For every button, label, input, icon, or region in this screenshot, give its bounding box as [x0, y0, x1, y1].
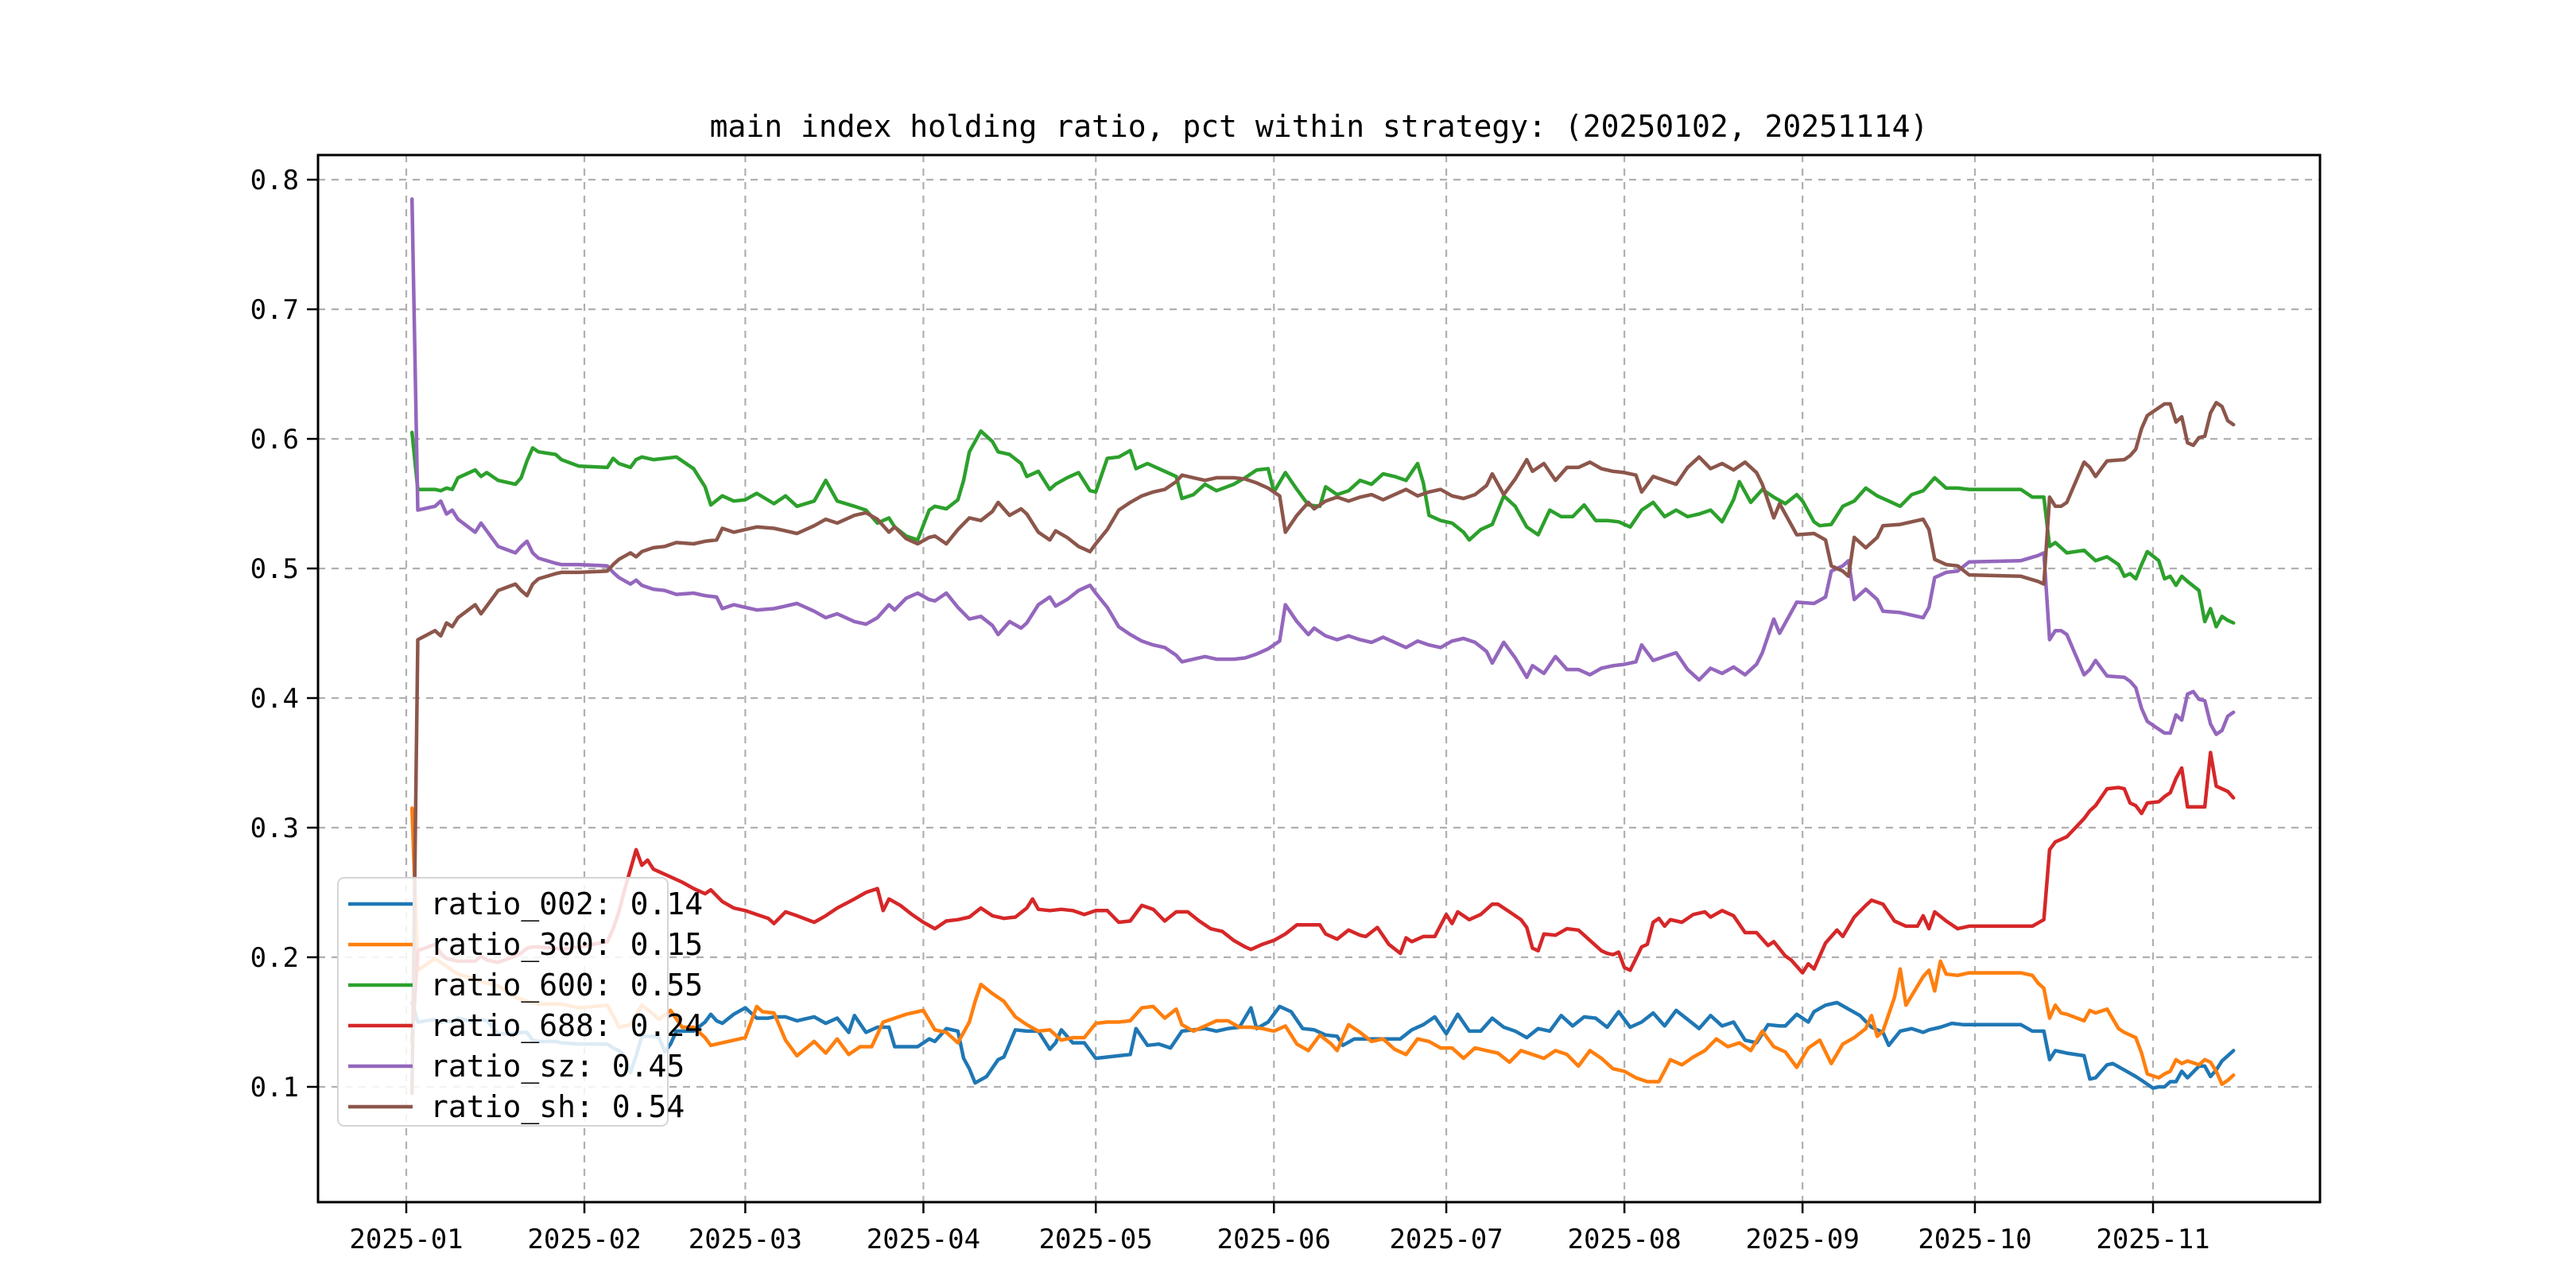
legend-label: ratio_sh: 0.54 — [430, 1089, 685, 1125]
y-tick-label: 0.1 — [250, 1072, 299, 1104]
legend-item-ratio_sh: ratio_sh: 0.54 — [348, 1089, 685, 1125]
legend-label: ratio_600: 0.55 — [430, 968, 703, 1003]
series-line-ratio_300 — [409, 806, 2236, 1086]
x-tick-label: 2025-09 — [1746, 1224, 1860, 1255]
y-tick-label: 0.3 — [250, 813, 299, 844]
y-tick-labels: 0.1 0.2 0.3 0.4 0.5 0.6 0.7 0.8 — [250, 165, 299, 1104]
chart-title: main index holding ratio, pct within str… — [710, 109, 1929, 144]
series-line-ratio_002 — [409, 1000, 2236, 1090]
legend-item-ratio_300: ratio_300: 0.15 — [348, 927, 703, 963]
x-tick-label: 2025-03 — [689, 1224, 802, 1255]
legend-item-ratio_688: ratio_688: 0.24 — [348, 1008, 703, 1044]
x-tick-label: 2025-04 — [867, 1224, 980, 1255]
legend-label: ratio_002: 0.14 — [430, 886, 703, 922]
tick-marks — [307, 178, 2155, 1213]
x-tick-label: 2025-07 — [1389, 1224, 1503, 1255]
legend-label: ratio_sz: 0.45 — [430, 1049, 685, 1084]
series-line-ratio_688 — [409, 751, 2236, 1044]
legend-label: ratio_300: 0.15 — [430, 927, 703, 963]
series-line-ratio_sh — [409, 401, 2236, 1096]
legend-label: ratio_688: 0.24 — [430, 1008, 703, 1044]
y-tick-label: 0.6 — [250, 424, 299, 456]
y-tick-label: 0.8 — [250, 165, 299, 196]
legend-box — [337, 877, 669, 1127]
y-tick-label: 0.4 — [250, 683, 299, 715]
x-tick-label: 2025-05 — [1039, 1224, 1153, 1255]
x-tick-label: 2025-06 — [1217, 1224, 1331, 1255]
gridlines — [318, 155, 2320, 1202]
legend-item-ratio_600: ratio_600: 0.55 — [348, 968, 703, 1003]
series-line-ratio_600 — [409, 429, 2236, 629]
x-tick-label: 2025-02 — [527, 1224, 641, 1255]
y-tick-label: 0.2 — [250, 942, 299, 974]
x-tick-label: 2025-11 — [2096, 1224, 2209, 1255]
x-tick-label: 2025-10 — [1918, 1224, 2031, 1255]
series-lines — [409, 197, 2236, 1096]
legend-item-ratio_002: ratio_002: 0.14 — [348, 886, 703, 922]
x-tick-label: 2025-08 — [1567, 1224, 1681, 1255]
x-tick-label: 2025-01 — [349, 1224, 463, 1255]
series-line-ratio_sz — [409, 197, 2236, 736]
axes-spines — [316, 153, 2322, 1204]
legend: ratio_002: 0.14 ratio_300: 0.15 ratio_600:… — [337, 877, 703, 1127]
y-tick-label: 0.7 — [250, 294, 299, 326]
x-tick-labels: 2025-01 2025-02 2025-03 2025-04 2025-05 2025-… — [349, 1224, 2209, 1255]
legend-item-ratio_sz: ratio_sz: 0.45 — [348, 1049, 685, 1084]
y-tick-label: 0.5 — [250, 553, 299, 585]
